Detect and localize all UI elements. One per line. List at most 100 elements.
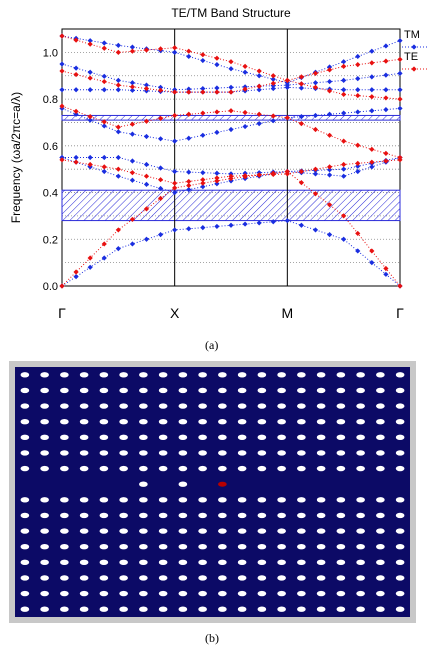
air-hole: [139, 465, 148, 472]
tm-data-point: [369, 48, 375, 54]
air-hole: [79, 575, 89, 581]
air-hole: [297, 403, 306, 409]
te-data-point: [129, 170, 136, 176]
te-data-point: [242, 63, 248, 69]
air-hole: [395, 606, 405, 612]
air-hole: [99, 543, 109, 550]
te-data-point: [73, 108, 79, 114]
air-hole: [178, 450, 188, 456]
te-data-point: [341, 91, 347, 98]
air-hole: [356, 450, 365, 456]
te-data-point: [143, 85, 150, 92]
tm-data-point: [73, 87, 79, 93]
tm-data-point: [228, 222, 234, 228]
air-hole: [40, 418, 49, 425]
air-hole: [297, 528, 306, 534]
y-tick-label: 0.8: [43, 94, 58, 106]
air-hole: [376, 418, 385, 425]
air-hole: [356, 575, 365, 581]
tm-data-point: [73, 111, 79, 117]
te-data-point: [355, 62, 361, 68]
air-hole: [119, 403, 128, 409]
te-data-point: [200, 52, 206, 58]
te-data-point: [87, 161, 93, 168]
air-hole: [178, 559, 188, 566]
air-hole: [198, 528, 207, 534]
air-hole: [40, 512, 49, 519]
tm-data-point: [369, 260, 375, 266]
air-hole: [316, 465, 326, 472]
te-data-point: [242, 173, 248, 179]
photonic-crystal-image: [15, 367, 410, 617]
air-hole: [316, 434, 326, 441]
te-data-point: [369, 60, 375, 66]
air-hole: [237, 559, 247, 566]
tm-data-point: [87, 117, 93, 123]
air-hole: [277, 543, 286, 550]
air-hole: [139, 512, 148, 519]
tm-data-point: [383, 107, 389, 113]
tm-data-point: [341, 166, 347, 172]
tm-data-point: [101, 168, 107, 175]
air-hole: [20, 450, 30, 456]
te-data-point: [200, 180, 206, 186]
air-hole: [20, 606, 30, 612]
air-hole: [178, 434, 188, 441]
air-hole: [257, 403, 267, 409]
tm-data-point: [326, 167, 333, 173]
air-hole: [218, 387, 227, 394]
air-hole: [395, 403, 405, 409]
tm-data-point: [355, 87, 361, 93]
tm-data-point: [129, 131, 136, 137]
air-hole: [40, 528, 49, 534]
air-hole: [257, 387, 267, 394]
te-data-point: [172, 89, 178, 95]
tm-data-point: [186, 169, 192, 175]
tm-data-point: [87, 69, 93, 75]
air-hole: [139, 434, 148, 441]
air-hole: [20, 528, 30, 534]
tm-data-point: [298, 114, 305, 120]
air-hole: [218, 512, 227, 519]
tm-data-point: [200, 184, 206, 190]
tm-data-point: [186, 53, 192, 60]
te-data-point: [270, 80, 276, 86]
air-hole: [356, 590, 365, 597]
te-data-point: [369, 94, 375, 100]
te-data-point: [298, 74, 305, 80]
air-hole: [237, 403, 247, 409]
air-hole: [218, 497, 227, 503]
te-data-point: [312, 84, 319, 91]
tm-data-point: [115, 77, 121, 83]
tm-data-point: [312, 171, 319, 177]
air-hole: [178, 575, 188, 581]
air-hole: [99, 450, 109, 456]
air-hole: [139, 528, 148, 534]
air-hole: [297, 559, 306, 566]
air-hole: [178, 512, 188, 519]
te-data-point: [298, 168, 305, 175]
tm-data-point: [270, 118, 276, 124]
tm-data-point: [129, 80, 136, 86]
air-hole: [376, 403, 385, 409]
air-hole: [356, 372, 365, 378]
te-data-point: [87, 255, 93, 261]
air-hole: [297, 450, 306, 456]
tm-data-point: [298, 222, 305, 228]
air-hole: [139, 450, 148, 456]
te-data-point: [115, 227, 121, 233]
tm-data-point: [270, 85, 276, 92]
te-data-point: [326, 202, 333, 208]
te-data-point: [298, 81, 305, 87]
tm-data-point: [341, 77, 347, 83]
te-data-point: [172, 180, 178, 186]
air-hole: [99, 590, 109, 597]
tm-data-point: [214, 129, 220, 135]
air-hole: [79, 403, 89, 409]
te-data-point: [341, 138, 347, 144]
tm-data-point: [369, 164, 375, 170]
te-data-point: [397, 154, 403, 161]
te-data-point: [172, 45, 178, 51]
air-hole: [356, 543, 365, 550]
air-hole: [178, 387, 188, 394]
